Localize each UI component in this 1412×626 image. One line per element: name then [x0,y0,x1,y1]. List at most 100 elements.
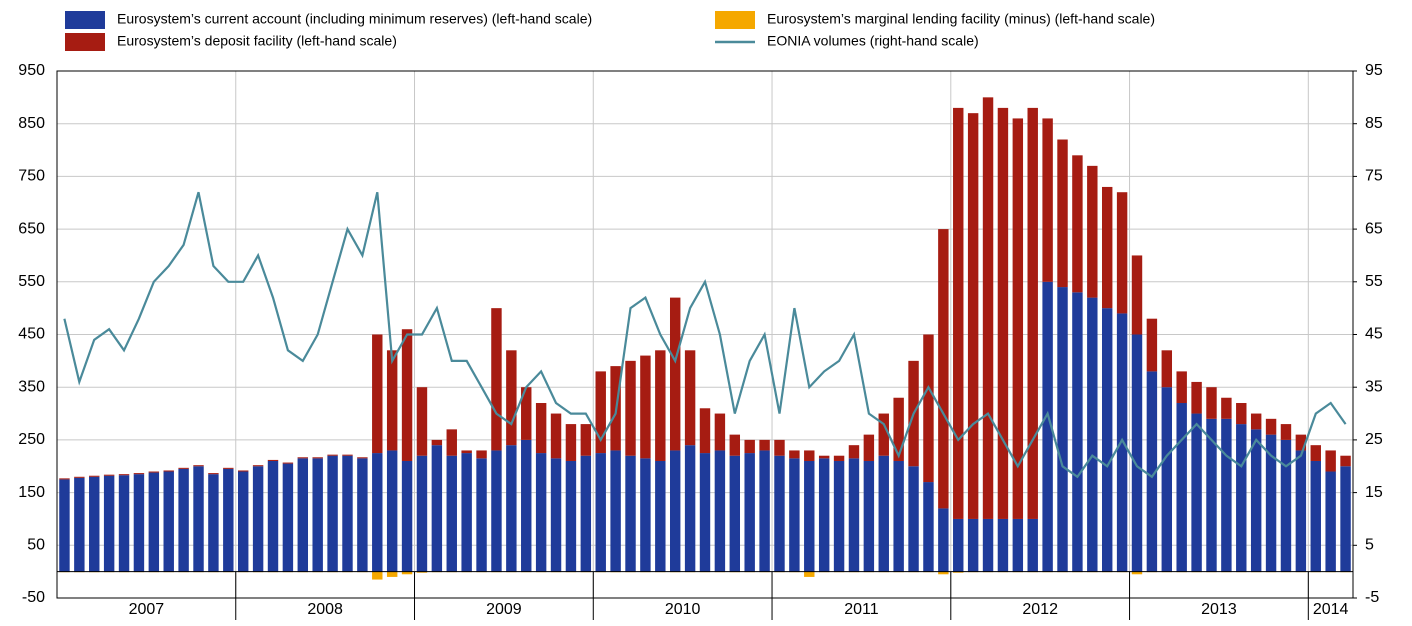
bar [312,457,323,459]
bar [357,458,368,572]
x-tick-label: 2014 [1313,601,1349,618]
bar [774,455,785,572]
bar [89,476,100,572]
bar [193,466,204,572]
bar [103,474,115,476]
bar [372,334,383,454]
bar [804,460,815,572]
bar [893,397,904,461]
bar [655,460,666,572]
bar [997,518,1009,572]
bar [163,471,174,572]
y2-tick-label: 95 [1365,62,1383,79]
bar [699,453,711,572]
bar [729,455,741,572]
bar [1072,292,1083,572]
bar [401,329,413,461]
bar [252,465,264,467]
bar [684,350,696,446]
bar [953,571,964,573]
bar [1131,334,1143,572]
bar [550,413,562,459]
bar [1161,350,1173,388]
bar [1087,165,1098,298]
y-tick-label: 150 [18,484,45,501]
bar [282,463,294,572]
legend-swatch [65,11,105,29]
y-tick-label: 850 [18,115,45,132]
bar [893,460,904,572]
y-tick-label: 50 [27,537,45,554]
bar [550,458,562,572]
legend-label: Eurosystem’s deposit facility (left-hand… [117,33,397,49]
bar [1101,308,1113,572]
y-tick-label: 650 [18,220,45,237]
x-tick-label: 2007 [129,601,165,618]
x-tick-label: 2013 [1201,601,1237,618]
bar [818,458,830,572]
bar [938,571,949,575]
bar [967,518,979,572]
legend-label: Eurosystem’s marginal lending facility (… [767,11,1155,27]
bar [163,470,174,472]
bar [1310,445,1321,461]
bar [759,450,770,572]
bar [1072,155,1083,293]
bar [327,455,338,572]
bar [521,439,532,572]
bar [789,458,800,572]
bar [491,450,502,572]
bar [833,460,845,572]
bar [1250,429,1262,572]
bar [133,473,145,475]
bar [461,453,472,572]
y2-tick-label: 85 [1365,115,1383,132]
bar [744,453,755,572]
bar [461,450,472,454]
bar [997,107,1009,519]
bar [416,455,428,572]
bar [1027,107,1038,519]
y2-tick-label: 65 [1365,220,1383,237]
bar [908,466,919,572]
bar [1116,192,1128,314]
bar [312,458,323,572]
bar [669,450,681,572]
bar [416,387,428,456]
bar [1012,518,1024,572]
plot-frame [56,70,1354,599]
x-tick-label: 2012 [1022,601,1058,618]
bar [535,403,547,454]
bar [714,450,726,572]
bar [953,107,964,519]
bar [848,445,860,459]
bar [1131,571,1143,575]
bar [1250,413,1262,430]
bar [446,455,457,572]
bar [401,460,413,572]
bar [1057,287,1068,572]
bar [386,350,398,451]
bar [655,350,666,461]
bar [1265,418,1277,435]
bar [1325,471,1336,572]
bar [1101,186,1113,309]
bar [74,477,85,572]
y-tick-label: 450 [18,326,45,343]
legend-swatch [65,33,105,51]
bar [342,455,353,572]
y2-tick-label: 15 [1365,484,1383,501]
bar [938,229,949,509]
bar [521,387,532,440]
bar [327,454,338,456]
bar [1280,424,1292,440]
bar [699,408,711,454]
bar [59,479,70,572]
y2-tick-label: 35 [1365,378,1383,395]
bar [148,471,160,473]
bar [267,460,279,572]
bar [789,450,800,459]
bar [148,472,160,572]
